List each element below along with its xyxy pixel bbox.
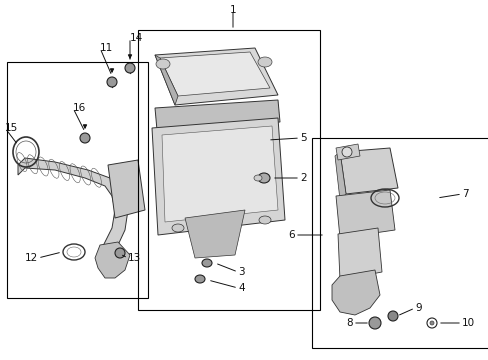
Polygon shape	[162, 126, 278, 222]
Text: 8: 8	[346, 318, 352, 328]
Ellipse shape	[258, 57, 271, 67]
Ellipse shape	[258, 173, 269, 183]
Text: 15: 15	[5, 123, 18, 133]
Text: 2: 2	[299, 173, 306, 183]
Polygon shape	[108, 160, 145, 218]
Text: 16: 16	[73, 103, 86, 113]
Bar	[138, 30, 319, 310]
Ellipse shape	[259, 216, 270, 224]
Ellipse shape	[195, 275, 204, 283]
Ellipse shape	[125, 63, 135, 73]
Ellipse shape	[156, 59, 170, 69]
Bar	[7, 62, 148, 298]
Ellipse shape	[80, 133, 90, 143]
Text: 4: 4	[238, 283, 244, 293]
Ellipse shape	[341, 147, 351, 157]
Ellipse shape	[253, 175, 262, 181]
Text: 3: 3	[238, 267, 244, 277]
Polygon shape	[184, 210, 244, 258]
Polygon shape	[152, 118, 285, 235]
Polygon shape	[334, 152, 346, 200]
Ellipse shape	[202, 259, 212, 267]
Ellipse shape	[107, 77, 117, 87]
Polygon shape	[155, 100, 280, 130]
Ellipse shape	[387, 311, 397, 321]
Polygon shape	[335, 190, 394, 238]
Text: 9: 9	[414, 303, 421, 313]
Text: 7: 7	[461, 189, 468, 199]
Polygon shape	[155, 48, 278, 105]
Text: 12: 12	[25, 253, 38, 263]
Polygon shape	[18, 158, 128, 252]
Text: 1: 1	[229, 5, 236, 15]
Ellipse shape	[172, 224, 183, 232]
Bar	[311, 138, 488, 348]
Polygon shape	[339, 148, 397, 194]
Ellipse shape	[368, 317, 380, 329]
Polygon shape	[155, 55, 178, 105]
Polygon shape	[95, 242, 130, 278]
Text: 5: 5	[299, 133, 306, 143]
Text: 6: 6	[288, 230, 294, 240]
Text: 14: 14	[130, 33, 143, 43]
Text: 13: 13	[128, 253, 141, 263]
Ellipse shape	[115, 248, 125, 258]
Polygon shape	[160, 52, 269, 96]
Polygon shape	[337, 228, 381, 280]
Polygon shape	[335, 144, 359, 160]
Text: 11: 11	[100, 43, 113, 53]
Ellipse shape	[429, 321, 433, 325]
Polygon shape	[331, 270, 379, 315]
Text: 10: 10	[461, 318, 474, 328]
